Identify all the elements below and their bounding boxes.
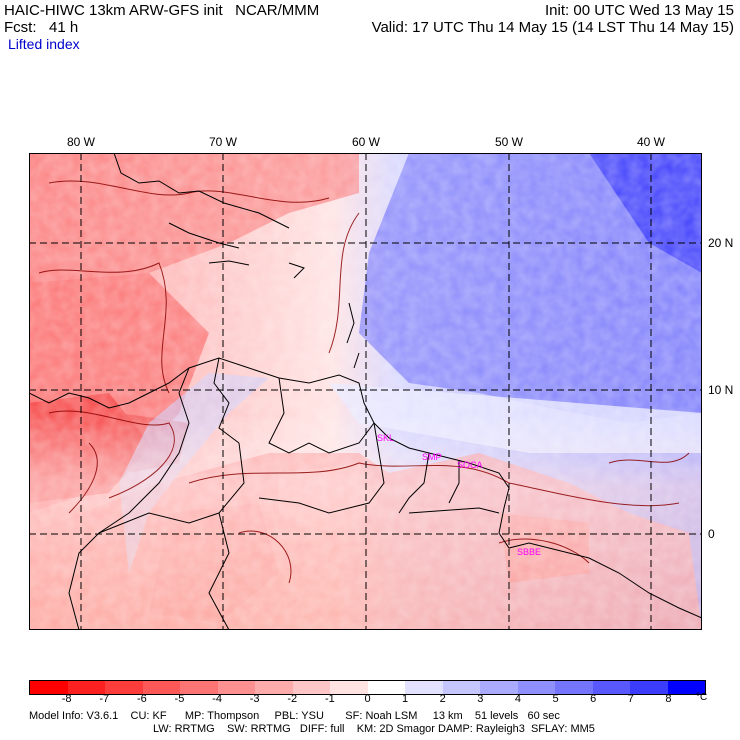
lon-label-40w: 40 W [636,135,666,149]
colorbar-swatch [255,681,293,694]
valid-time: Valid: 17 UTC Thu 14 May 15 (14 LST Thu … [371,19,734,36]
city-label-soca: SOCA [457,460,483,470]
forecast-hour: Fcst: 41 h [4,19,79,36]
field-name: Lifted index [8,36,80,52]
colorbar-tick-label: -3 [249,693,260,705]
colorbar-tick-label: -7 [99,693,110,705]
lon-label-60w: 60 W [351,135,381,149]
colorbar-swatch [592,681,630,694]
colorbar-tick-label: 5 [552,693,559,705]
lat-label-0: 0 [708,527,715,541]
lon-label-80w: 80 W [66,135,96,149]
colorbar-unit: °C [696,692,708,703]
colorbar-swatch [480,681,518,694]
colorbar-swatch [367,681,405,694]
model-info-line2: LW: RRTMG SW: RRTMG DIFF: full KM: 2D Sm… [153,723,595,735]
colorbar-swatch [405,681,443,694]
colorbar-swatch [667,681,705,694]
colorbar-swatch [630,681,668,694]
city-label-skl: SKL [377,433,394,443]
colorbar-swatch [105,681,143,694]
colorbar-tick-label: -4 [212,693,222,705]
colorbar-tick-label: -2 [287,693,298,705]
colorbar-swatch [30,681,68,694]
colorbar-tick-label: -8 [61,693,72,705]
colorbar-tick-label: 0 [364,693,371,705]
colorbar-tick-label: 7 [627,693,634,705]
model-title: HAIC-HIWC 13km ARW-GFS init NCAR/MMM [4,2,320,19]
colorbar-tick-label: 6 [590,693,597,705]
colorbar-tick-label: 3 [477,693,484,705]
colorbar-swatch [330,681,368,694]
init-time: Init: 00 UTC Wed 13 May 15 [545,2,734,19]
colorbar-swatch [442,681,480,694]
lat-label-10n: 10 N [708,383,734,397]
model-info-line1: Model Info: V3.6.1 CU: KF MP: Thompson P… [29,710,560,722]
city-label-smp: SMP [422,452,442,462]
colorbar [29,680,706,695]
colorbar-tick-label: 4 [514,693,521,705]
city-label-sbbe: SBBE [517,547,541,557]
colorbar-tick-label: -1 [324,693,335,705]
colorbar-tick-label: 8 [665,693,672,705]
colorbar-swatch [217,681,255,694]
colorbar-swatch [142,681,180,694]
colorbar-swatch [555,681,593,694]
colorbar-tick-label: -6 [136,693,147,705]
colorbar-swatch [292,681,330,694]
colorbar-tick-label: 1 [402,693,409,705]
colorbar-swatch [517,681,555,694]
colorbar-swatch [67,681,105,694]
colorbar-swatch [180,681,218,694]
lifted-index-map: SKL SMP SOCA SBBE [29,153,702,630]
lat-label-20n: 20 N [708,236,734,250]
lon-label-70w: 70 W [208,135,238,149]
colorbar-tick-label: 2 [439,693,446,705]
colorbar-tick-label: -5 [174,693,185,705]
lon-label-50w: 50 W [494,135,524,149]
